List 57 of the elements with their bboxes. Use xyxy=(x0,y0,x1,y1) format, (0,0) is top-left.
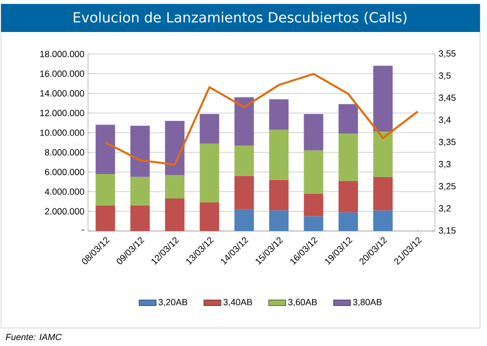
y-tick-label: 8.000.000 xyxy=(44,149,84,156)
y2-tick-label: 3,3 xyxy=(438,160,451,168)
y-tick-label: 10.000.000 xyxy=(40,129,84,136)
y-tick-label: 2.000.000 xyxy=(45,208,84,215)
bar xyxy=(200,143,220,202)
bar xyxy=(304,216,324,231)
bar xyxy=(304,150,324,194)
legend-label: 3,80AB xyxy=(353,298,382,306)
bar xyxy=(96,205,116,231)
bar xyxy=(165,120,184,175)
bar xyxy=(200,202,220,231)
y2-tick-label: 3,55 xyxy=(438,50,456,58)
bar xyxy=(130,205,150,231)
y2-tick-label: 3,4 xyxy=(438,116,451,124)
y2-tick-label: 3,15 xyxy=(438,227,456,235)
bar xyxy=(373,66,393,132)
bar xyxy=(338,180,358,212)
legend-label: 3,20AB xyxy=(158,298,188,306)
bar xyxy=(338,134,358,181)
bar xyxy=(165,198,184,231)
bar xyxy=(373,176,393,210)
bar xyxy=(338,104,358,134)
y2-tick-label: 3,2 xyxy=(438,205,451,213)
bar xyxy=(130,176,150,206)
chart-title: Evolucion de Lanzamientos Descubiertos (Calls) xyxy=(74,12,406,24)
y-tick-label: 14.000.000 xyxy=(40,90,84,97)
bar xyxy=(269,130,289,180)
y2-tick-label: 3,35 xyxy=(438,138,456,146)
bar xyxy=(234,97,254,146)
bar xyxy=(304,114,324,150)
bar xyxy=(130,126,150,177)
y2-tick-label: 3,5 xyxy=(438,72,451,80)
bar xyxy=(165,174,184,199)
y2-tick-label: 3,25 xyxy=(438,183,456,190)
bar xyxy=(234,145,254,176)
bar xyxy=(373,210,393,231)
bar xyxy=(96,174,116,206)
bar xyxy=(234,176,254,210)
bar xyxy=(269,180,289,210)
bar xyxy=(234,209,254,231)
bar xyxy=(200,114,220,144)
source-note: Fuente: IAMC xyxy=(6,334,62,340)
line-series xyxy=(104,72,419,166)
y-tick-label: 12.000.000 xyxy=(40,110,84,116)
bar xyxy=(269,99,289,130)
bar xyxy=(373,132,393,177)
y-tick-label: 6.000.000 xyxy=(45,168,84,176)
bar xyxy=(304,194,324,216)
y-tick-label: 4.000.000 xyxy=(44,188,84,195)
bar xyxy=(96,124,116,174)
y2-tick-label: 3,45 xyxy=(438,94,456,102)
y-tick-label: 16.000.000 xyxy=(40,70,84,77)
y-tick-label: 18.000.000 xyxy=(40,50,84,58)
bar xyxy=(338,212,358,231)
legend-label: 3,60AB xyxy=(288,298,317,306)
bar xyxy=(269,210,289,231)
legend-label: 3,40AB xyxy=(223,298,252,306)
